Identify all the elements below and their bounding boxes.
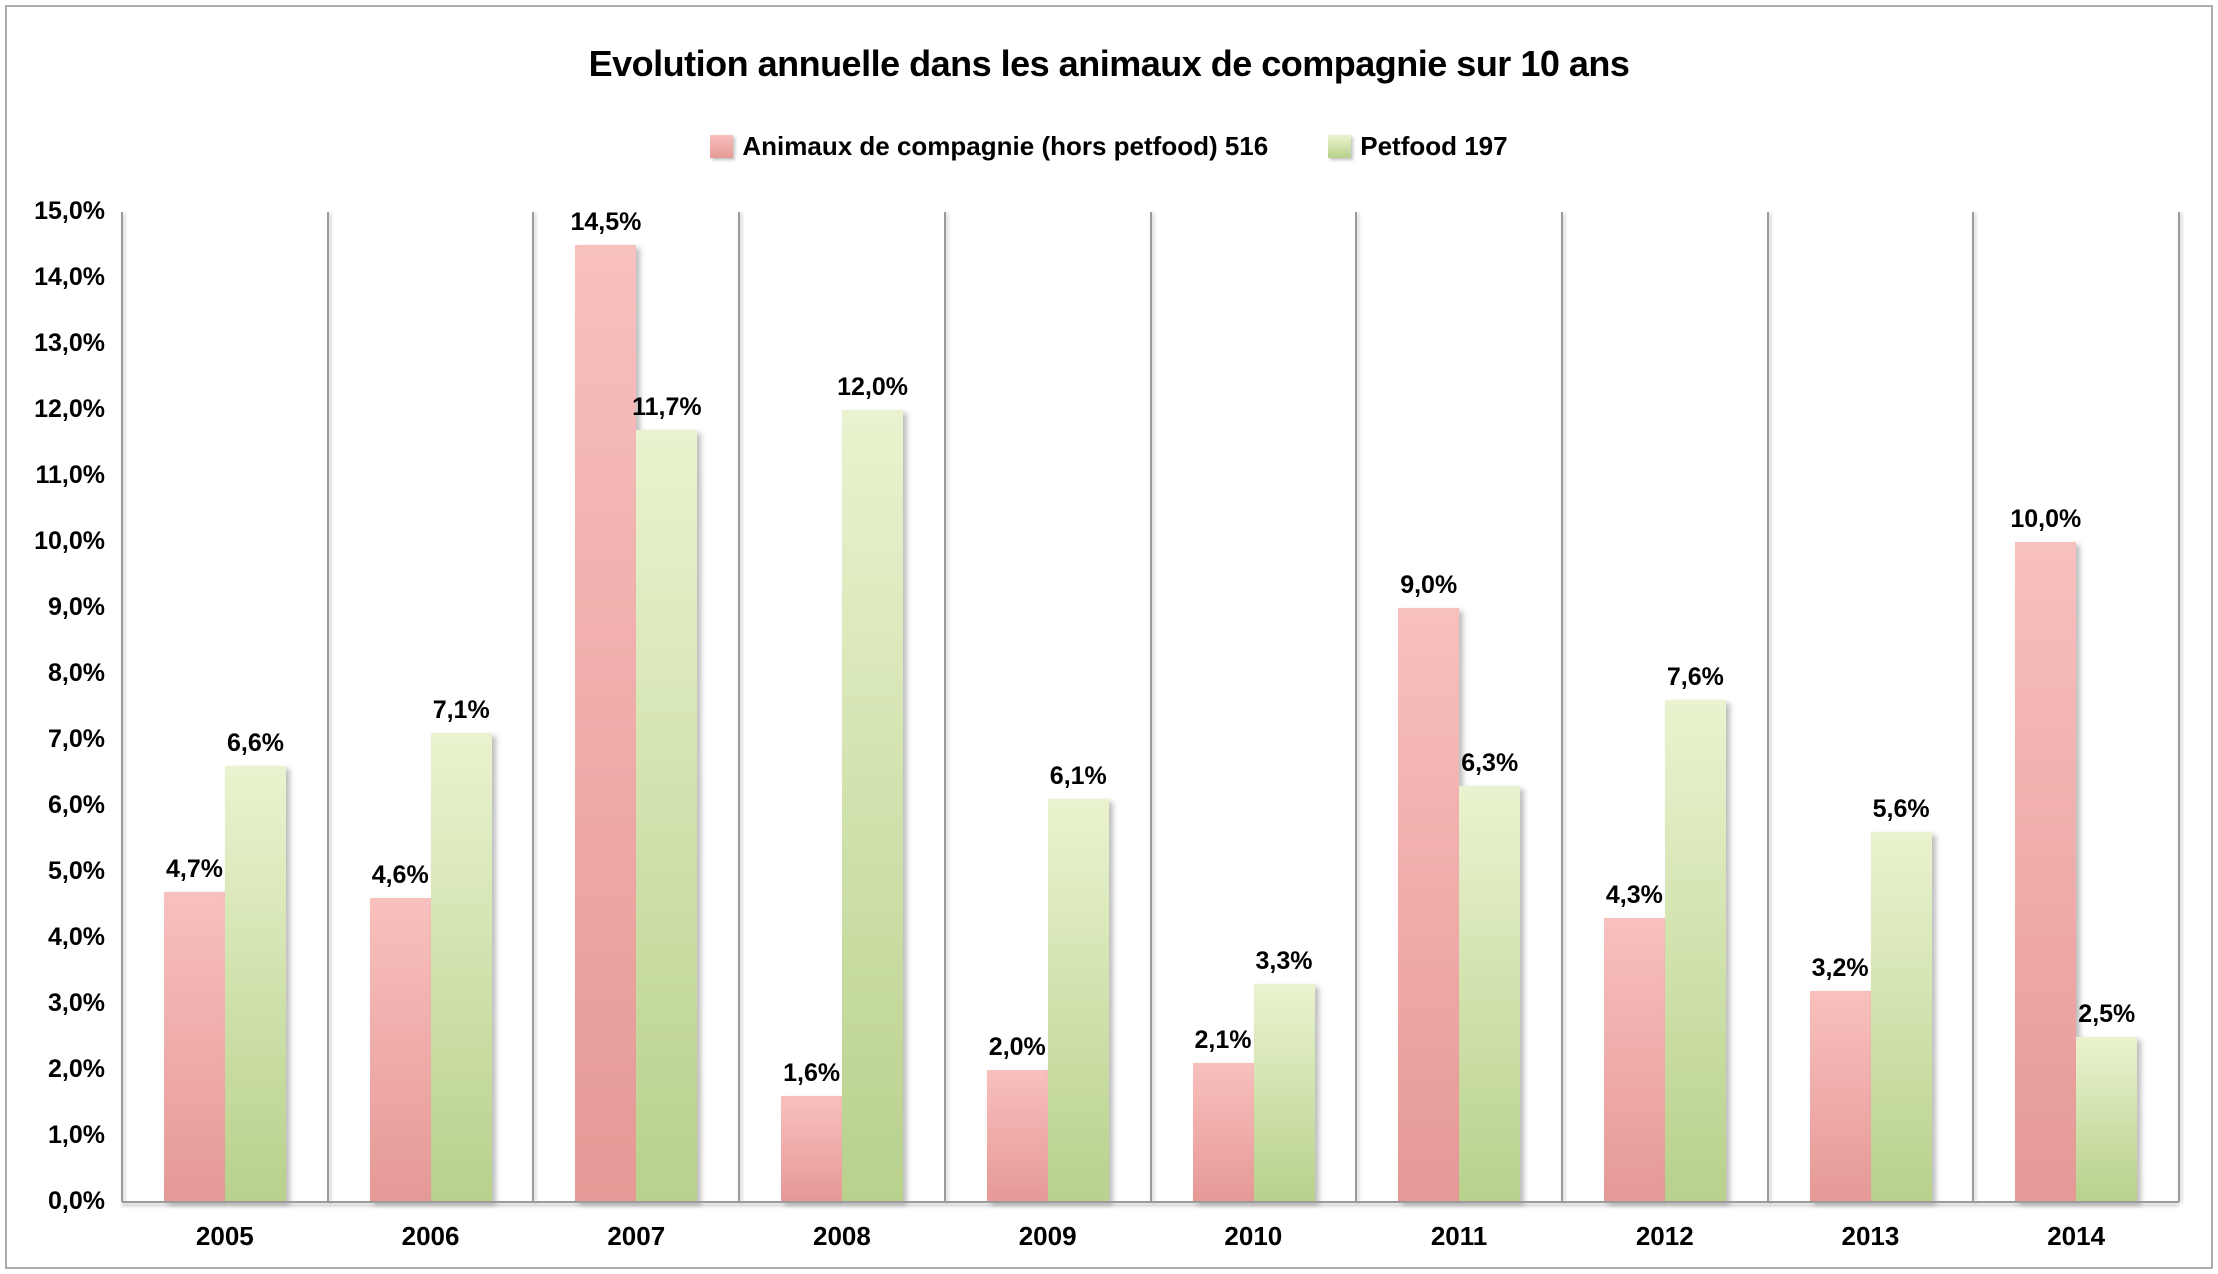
- legend-item-petfood: Petfood 197: [1328, 131, 1508, 162]
- bar-label-animaux-2012: 4,3%: [1605, 881, 1663, 910]
- bar-animaux-2006: [369, 898, 431, 1202]
- bar-petfood-2013: [1870, 832, 1932, 1202]
- y-axis-tick-label: 8,0%: [48, 659, 105, 687]
- y-axis-tick-label: 9,0%: [48, 593, 105, 621]
- x-axis-label: 2011: [1430, 1221, 1488, 1251]
- bar-label-animaux-2005: 4,7%: [166, 854, 223, 883]
- y-axis-tick-label: 6,0%: [48, 791, 105, 819]
- bar-animaux-2013: [1809, 990, 1871, 1202]
- bar-animaux-2012: [1603, 918, 1665, 1202]
- bar-petfood-2012: [1664, 700, 1726, 1202]
- bar-animaux-2010: [1192, 1063, 1254, 1202]
- y-axis-tick-label: 13,0%: [34, 329, 105, 357]
- y-axis-tick-label: 11,0%: [35, 461, 105, 489]
- y-axis-line: [121, 212, 123, 1202]
- x-axis-label: 2014: [2047, 1221, 2106, 1251]
- category-separator: [1972, 212, 1975, 1202]
- x-axis-label: 2008: [813, 1221, 871, 1251]
- bar-animaux-2007: [575, 245, 637, 1202]
- chart-title: Evolution annuelle dans les animaux de c…: [588, 43, 1630, 84]
- y-axis-tick-label: 4,0%: [48, 923, 105, 951]
- bar-petfood-2014: [2076, 1037, 2138, 1202]
- bar-animaux-2005: [164, 891, 225, 1202]
- bar-label-petfood-2007: 11,7%: [632, 392, 702, 421]
- legend: Animaux de compagnie (hors petfood) 516 …: [7, 131, 2211, 162]
- legend-swatch-animaux: [710, 135, 734, 158]
- category-separator: [326, 212, 329, 1202]
- bar-label-petfood-2005: 6,6%: [227, 729, 284, 758]
- bar-label-animaux-2007: 14,5%: [570, 208, 642, 236]
- bar-petfood-2010: [1253, 984, 1315, 1202]
- bar-label-petfood-2006: 7,1%: [432, 696, 490, 725]
- bar-label-petfood-2009: 6,1%: [1049, 762, 1107, 791]
- bar-label-animaux-2014: 10,0%: [2010, 505, 2082, 533]
- y-axis-tick-label: 3,0%: [48, 989, 105, 1017]
- bar-animaux-2011: [1398, 608, 1460, 1202]
- category-separator: [943, 212, 946, 1202]
- y-axis-tick-label: 2,0%: [48, 1055, 105, 1083]
- bar-petfood-2006: [430, 733, 492, 1202]
- legend-label-petfood: Petfood 197: [1360, 131, 1508, 161]
- category-separator: [1149, 212, 1152, 1202]
- category-separator: [1766, 212, 1769, 1202]
- category-separator: [532, 212, 535, 1202]
- y-axis-tick-label: 10,0%: [34, 527, 105, 555]
- bar-petfood-2005: [225, 766, 286, 1202]
- bar-label-animaux-2013: 3,2%: [1811, 953, 1869, 982]
- x-axis-label: 2010: [1224, 1221, 1283, 1251]
- bar-label-animaux-2009: 2,0%: [988, 1033, 1046, 1061]
- bar-petfood-2009: [1047, 799, 1109, 1202]
- bar-label-animaux-2011: 9,0%: [1400, 571, 1458, 599]
- bar-animaux-2014: [2015, 542, 2077, 1202]
- y-axis-tick-label: 14,0%: [34, 263, 105, 291]
- y-axis-tick-label: 5,0%: [48, 857, 105, 885]
- category-separator: [2178, 212, 2180, 1202]
- bar-petfood-2007: [636, 429, 698, 1202]
- y-axis-tick-label: 1,0%: [48, 1121, 105, 1149]
- legend-swatch-petfood: [1328, 135, 1352, 158]
- bar-animaux-2009: [986, 1070, 1048, 1202]
- bar-petfood-2008: [842, 410, 904, 1202]
- plot-area: 0,0% 1,0% 2,0% 3,0% 4,0% 5,0% 6,0% 7,0% 8,0% 9,0%…: [7, 7, 2211, 1267]
- y-axis-tick-label: 7,0%: [48, 725, 105, 753]
- bar-label-petfood-2013: 5,6%: [1872, 795, 1930, 824]
- bar-label-petfood-2011: 6,3%: [1461, 749, 1519, 778]
- bar-label-petfood-2010: 3,3%: [1255, 947, 1313, 976]
- y-axis-tick-label: 15,0%: [34, 197, 105, 225]
- y-axis-tick-label: 0,0%: [48, 1187, 105, 1215]
- category-separator: [1355, 212, 1358, 1202]
- legend-item-animaux: Animaux de compagnie (hors petfood) 516: [710, 131, 1268, 162]
- x-axis-line: [122, 1201, 2179, 1203]
- category-separator: [1560, 212, 1563, 1202]
- x-axis-label: 2005: [195, 1221, 254, 1251]
- category-separator: [738, 212, 741, 1202]
- bar-label-petfood-2012: 7,6%: [1666, 663, 1724, 692]
- bar-label-animaux-2008: 1,6%: [783, 1059, 841, 1088]
- x-axis-label: 2013: [1841, 1221, 1900, 1251]
- bar-animaux-2008: [781, 1096, 843, 1202]
- bar-label-petfood-2008: 12,0%: [837, 373, 909, 401]
- chart-frame: Evolution annuelle dans les animaux de c…: [5, 5, 2213, 1269]
- bar-label-petfood-2014: 2,5%: [2078, 1000, 2136, 1028]
- legend-label-animaux: Animaux de compagnie (hors petfood) 516: [742, 131, 1269, 161]
- bar-label-animaux-2010: 2,1%: [1194, 1026, 1252, 1055]
- y-axis-tick-label: 12,0%: [34, 395, 105, 423]
- x-axis-label: 2009: [1018, 1221, 1077, 1251]
- x-axis-label: 2007: [607, 1221, 666, 1251]
- x-axis-label: 2012: [1635, 1221, 1694, 1251]
- x-axis-label: 2006: [401, 1221, 460, 1251]
- bar-petfood-2011: [1459, 786, 1521, 1202]
- bar-label-animaux-2006: 4,6%: [371, 861, 429, 890]
